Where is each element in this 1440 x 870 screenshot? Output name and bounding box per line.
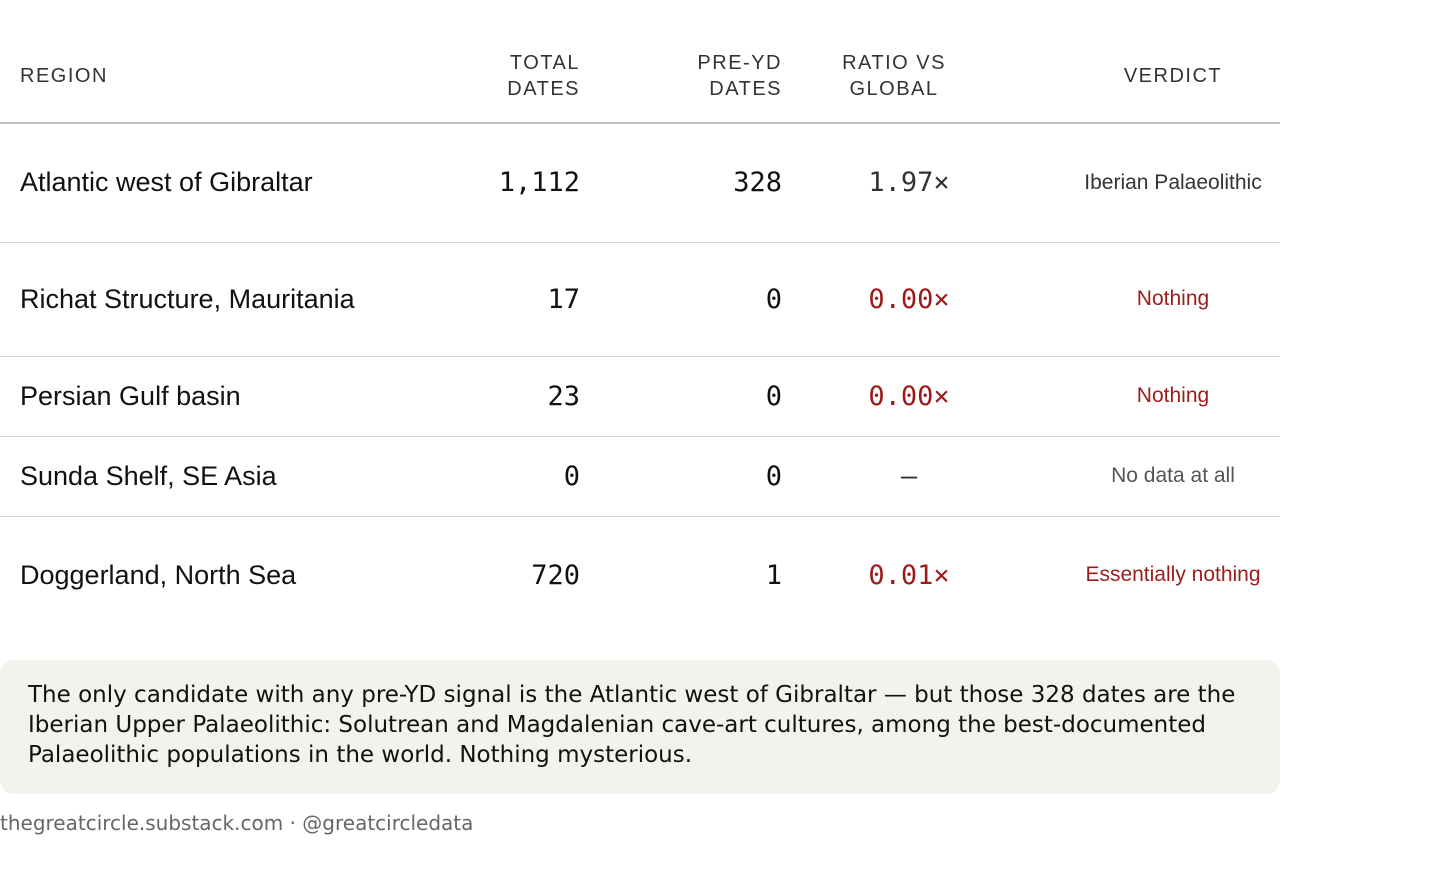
cell-ratio-vs-global: 0.00× bbox=[782, 242, 1066, 357]
cell-total-dates: 17 bbox=[440, 242, 580, 357]
cell-pre-yd-dates: 0 bbox=[580, 356, 782, 437]
table-row: Richat Structure, Mauritania 17 0 0.00× Noth… bbox=[0, 242, 1280, 357]
cell-region: Richat Structure, Mauritania bbox=[0, 242, 440, 357]
cell-pre-yd-dates: 328 bbox=[580, 123, 782, 243]
summary-note: The only candidate with any pre-YD signa… bbox=[0, 660, 1280, 794]
table-row: Sunda Shelf, SE Asia 0 0— No data at all bbox=[0, 436, 1280, 517]
cell-verdict: Essentially nothing bbox=[1085, 563, 1261, 587]
header-ratio-vs-global: RATIO VSGLOBAL bbox=[782, 0, 1066, 124]
cell-total-dates: 23 bbox=[440, 356, 580, 437]
cell-pre-yd-dates: 0 bbox=[580, 242, 782, 357]
region-table: REGION TOTAL DATES PRE-YD DATES RATIO VS… bbox=[0, 0, 1280, 634]
cell-pre-yd-dates: 0 bbox=[580, 436, 782, 517]
cell-pre-yd-dates: 1 bbox=[765, 559, 782, 591]
header-region: REGION bbox=[0, 0, 440, 124]
cell-total-dates: 0 bbox=[440, 436, 580, 517]
cell-verdict: Nothing bbox=[1066, 356, 1280, 437]
cell-verdict: No data at all bbox=[1066, 436, 1280, 517]
header-total-dates: TOTAL DATES bbox=[440, 0, 580, 124]
cell-total-dates: 1,112 bbox=[440, 123, 580, 243]
cell-ratio-vs-global: 0.01× bbox=[868, 559, 950, 591]
cell-verdict: Nothing bbox=[1066, 242, 1280, 357]
table-header-row: REGION TOTAL DATES PRE-YD DATES RATIO VS… bbox=[0, 0, 1280, 124]
cell-region: Atlantic west of Gibraltar bbox=[0, 123, 440, 243]
footer-credit: thegreatcircle.substack.com · @greatcirc… bbox=[0, 811, 474, 835]
data-table-container: REGION TOTAL DATES PRE-YD DATES RATIO VS… bbox=[0, 0, 1280, 634]
cell-ratio-vs-global: 0.00× bbox=[782, 356, 1066, 437]
table-row: Atlantic west of Gibraltar 1,112 328 1.97× I… bbox=[0, 123, 1280, 243]
cell-region: Doggerland, North Sea bbox=[20, 559, 297, 590]
header-verdict: VERDICT bbox=[1066, 0, 1280, 124]
table-row: Persian Gulf basin 23 0 0.00× Nothing bbox=[0, 356, 1280, 437]
cell-total-dates: 720 bbox=[531, 559, 580, 591]
table-row: Doggerland, North Sea 720 1 0.01× Essentiall… bbox=[0, 516, 1280, 634]
cell-ratio-vs-global: — bbox=[782, 436, 1066, 517]
cell-ratio-vs-global: 1.97× bbox=[782, 123, 1066, 243]
header-pre-yd-dates: PRE-YD DATES bbox=[580, 0, 782, 124]
cell-region: Persian Gulf basin bbox=[0, 356, 440, 437]
cell-verdict: Iberian Palaeolithic bbox=[1066, 123, 1280, 243]
cell-region: Sunda Shelf, SE Asia bbox=[0, 436, 440, 517]
